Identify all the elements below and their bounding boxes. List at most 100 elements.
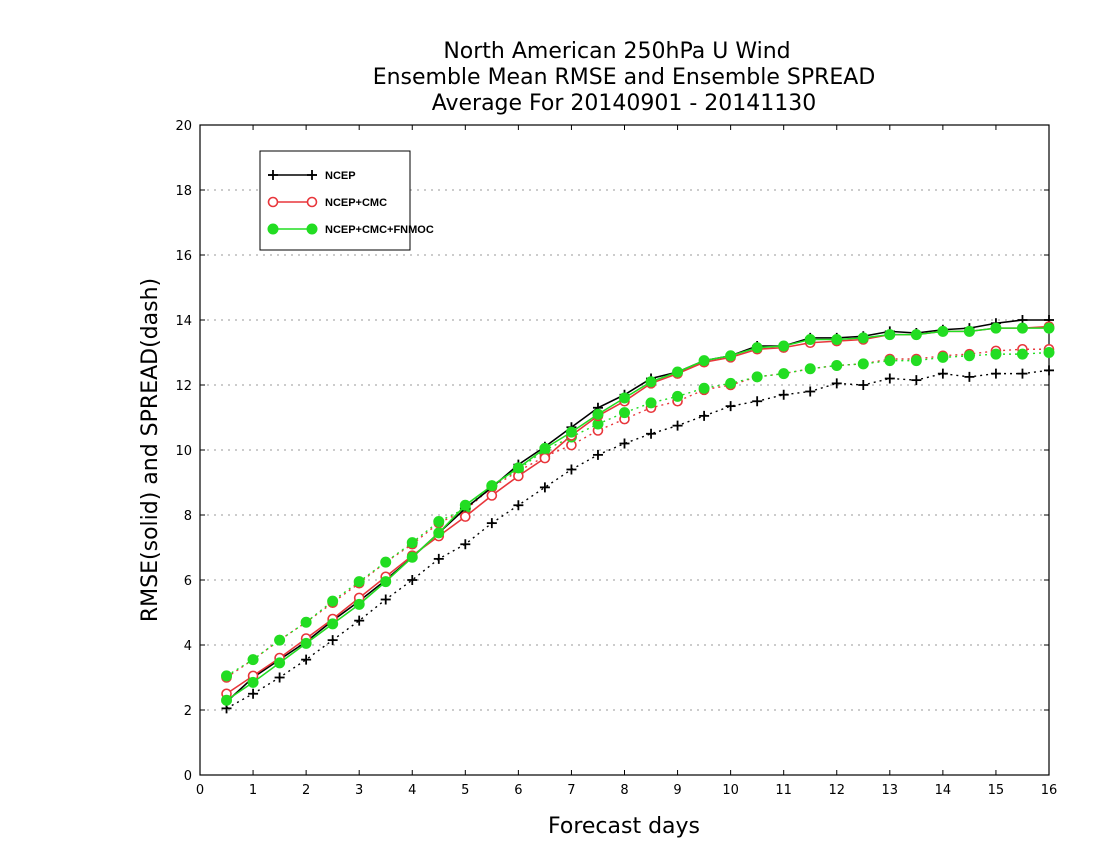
data-point xyxy=(990,322,1002,334)
y-tick-label: 16 xyxy=(175,249,192,264)
data-point xyxy=(831,378,842,389)
data-point xyxy=(990,348,1002,360)
data-point xyxy=(407,575,418,585)
data-point xyxy=(937,351,949,363)
data-point xyxy=(858,380,869,390)
x-tick-label: 14 xyxy=(935,783,952,798)
series-ncep-cmc-spread xyxy=(221,343,1055,683)
data-point xyxy=(512,462,524,474)
data-point xyxy=(884,373,895,384)
data-point xyxy=(460,539,471,550)
data-point xyxy=(619,438,630,449)
data-point xyxy=(725,350,737,362)
series-ncep-spread xyxy=(221,365,1054,714)
grid-lines xyxy=(200,189,1049,711)
legend-marker xyxy=(267,196,279,208)
data-point xyxy=(751,342,763,354)
x-tick-label: 0 xyxy=(196,783,204,798)
data-point xyxy=(433,516,445,527)
data-point xyxy=(274,657,286,669)
x-tick-label: 3 xyxy=(355,783,363,798)
data-point xyxy=(486,480,498,492)
data-point xyxy=(327,595,339,607)
data-point xyxy=(300,637,312,649)
data-point xyxy=(274,672,285,683)
y-tick-label: 2 xyxy=(184,704,192,719)
data-point xyxy=(221,670,233,682)
data-point xyxy=(539,482,550,493)
legend: NCEP NCEP+CMC NCEP+CMC+FNMOC xyxy=(259,150,434,251)
x-tick-label: 2 xyxy=(302,783,310,798)
data-point xyxy=(911,375,922,386)
data-point xyxy=(459,499,471,511)
data-point xyxy=(380,556,392,568)
data-point xyxy=(592,408,604,420)
data-point xyxy=(645,376,657,388)
series-line-ncep-rmse xyxy=(225,319,1049,703)
data-point xyxy=(751,371,763,383)
series-ncep-cmc-fnmoc-spread xyxy=(221,347,1055,682)
data-point xyxy=(539,452,551,464)
data-point xyxy=(539,442,551,454)
data-point xyxy=(619,407,630,419)
data-point xyxy=(221,694,233,706)
series-ncep-cmc-fnmoc-rmse xyxy=(221,322,1055,706)
y-tick-label: 10 xyxy=(175,444,192,459)
data-point xyxy=(354,615,365,626)
legend-marker xyxy=(306,223,318,235)
data-point xyxy=(963,325,975,337)
series-layer xyxy=(221,315,1055,714)
data-point xyxy=(433,527,445,539)
data-point xyxy=(672,366,684,378)
series-line-ncep-cmc-spread xyxy=(226,348,1049,679)
data-point xyxy=(831,360,843,371)
data-point xyxy=(804,363,816,375)
data-point xyxy=(698,355,710,367)
y-tick-label: 0 xyxy=(184,769,192,784)
series-line-ncep-cmc-rmse xyxy=(226,325,1050,695)
data-point xyxy=(672,420,683,431)
data-point xyxy=(592,449,603,460)
data-point xyxy=(565,426,577,438)
data-point xyxy=(1016,348,1028,360)
data-point xyxy=(725,377,737,389)
data-point xyxy=(1016,322,1028,334)
x-tick-label: 8 xyxy=(620,783,628,798)
x-tick-label: 11 xyxy=(775,783,792,798)
data-point xyxy=(1044,365,1054,376)
data-point xyxy=(327,635,338,646)
data-point xyxy=(300,616,312,628)
data-point xyxy=(406,537,418,549)
data-point xyxy=(486,518,497,529)
legend-marker xyxy=(306,196,318,208)
data-point xyxy=(1043,322,1055,334)
x-tick-label: 6 xyxy=(514,783,522,798)
x-tick-label: 12 xyxy=(828,783,845,798)
data-point xyxy=(699,410,710,421)
data-point xyxy=(990,368,1001,379)
x-tick-label: 13 xyxy=(882,783,899,798)
data-point xyxy=(778,368,790,380)
data-point xyxy=(752,396,763,407)
data-point xyxy=(805,386,816,397)
data-point xyxy=(857,358,869,370)
series-line-ncep-cmc-fnmoc-spread xyxy=(226,351,1050,677)
data-point xyxy=(619,392,630,404)
data-point xyxy=(566,464,577,475)
data-point xyxy=(353,576,365,588)
data-point xyxy=(513,500,524,511)
series-line-ncep-cmc-fnmoc-rmse xyxy=(226,327,1049,701)
legend-marker xyxy=(267,223,279,235)
x-tick-label: 7 xyxy=(567,783,575,798)
y-tick-label: 14 xyxy=(175,314,192,329)
x-tick-label: 5 xyxy=(461,783,469,798)
data-point xyxy=(247,676,259,688)
x-tick-label: 15 xyxy=(988,783,1005,798)
legend-label: NCEP+CMC xyxy=(325,197,387,209)
legend-entry: NCEP xyxy=(268,170,356,182)
data-point xyxy=(937,325,949,337)
data-point xyxy=(964,371,975,382)
chart-title-line-3: Average For 20140901 - 20141130 xyxy=(432,91,817,116)
data-point xyxy=(1017,368,1028,379)
